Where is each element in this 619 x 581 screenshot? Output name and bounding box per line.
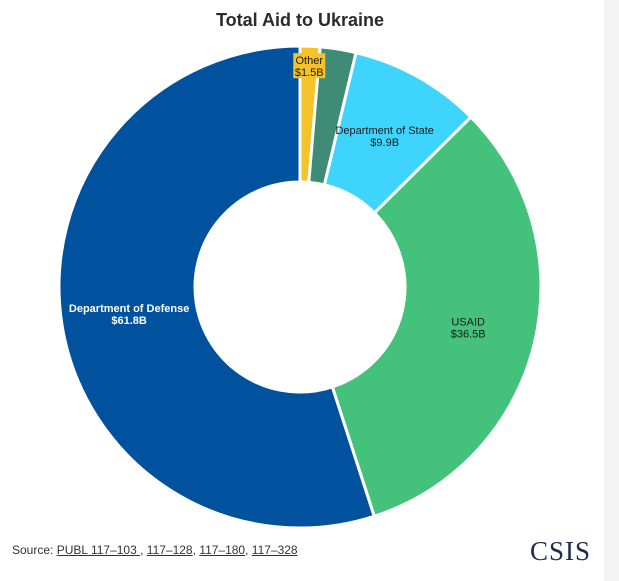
source-link-4[interactable]: 117–328	[251, 543, 298, 557]
slice-value-department-of-state: $9.9B	[370, 137, 399, 149]
source-prefix: Source:	[12, 543, 57, 557]
donut-slices	[57, 44, 543, 530]
source-link-3[interactable]: 117–180	[199, 543, 246, 557]
source-link-2[interactable]: 117–128	[146, 543, 193, 557]
source-link-1[interactable]: PUBL 117–103	[56, 543, 141, 557]
slice-label-usaid: USAID	[451, 317, 485, 329]
page-edge-strip	[604, 0, 619, 581]
slice-label-department-of-defense: Department of Defense	[69, 303, 189, 315]
label-background-other	[293, 53, 326, 79]
slice-label-other: Other	[296, 55, 324, 67]
source-separator: ,	[245, 543, 252, 557]
slice-value-department-of-defense: $61.8B	[111, 315, 147, 327]
slice-label-department-of-state: Department of State	[335, 125, 433, 137]
donut-slice-department-of-defense	[57, 44, 376, 530]
source-separator: ,	[140, 543, 147, 557]
chart-title: Total Aid to Ukraine	[215, 10, 384, 30]
donut-slice-usaid	[330, 115, 543, 518]
csis-logo: CSIS	[530, 536, 592, 566]
source-separator: ,	[192, 543, 200, 557]
slice-value-usaid: $36.5B	[451, 329, 486, 341]
slice-value-other: $1.5B	[295, 67, 324, 79]
source-note: Source: PUBL 117–103 , 117–128, 117–180,…	[12, 543, 298, 557]
